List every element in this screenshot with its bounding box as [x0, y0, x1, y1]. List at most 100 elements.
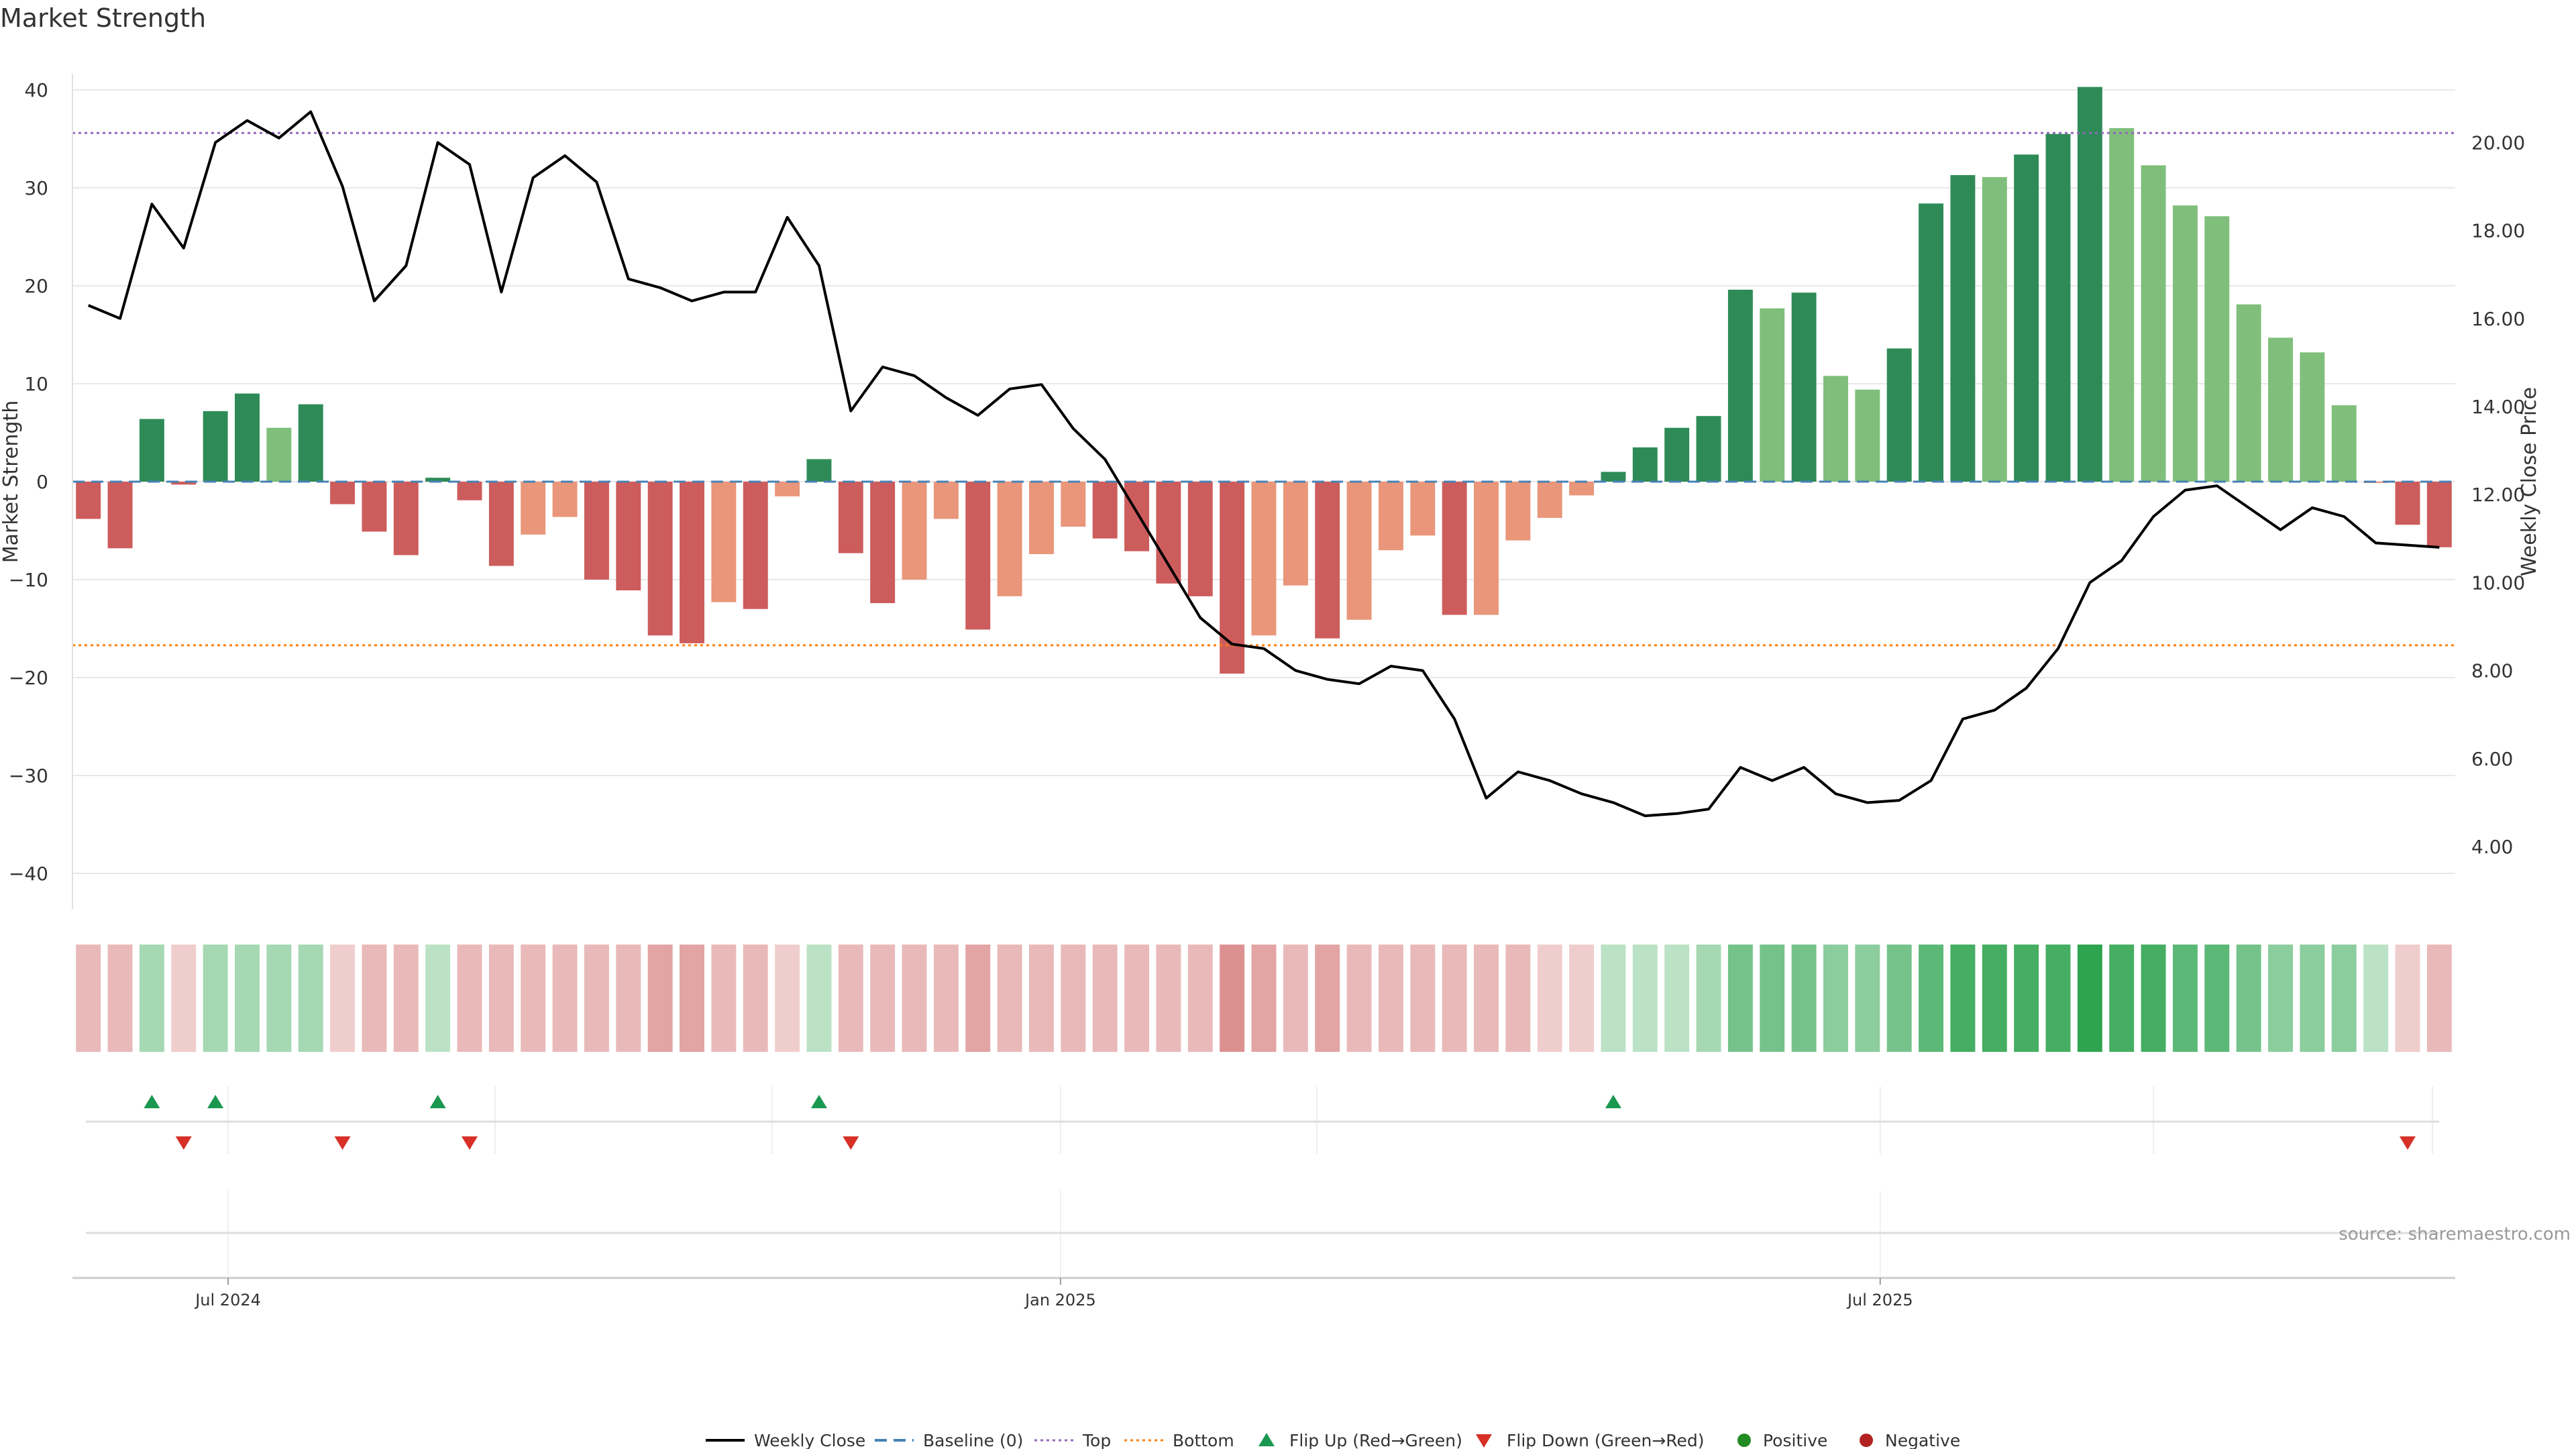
heat-cell: [1378, 945, 1403, 1052]
heat-cell: [2045, 945, 2071, 1052]
strength-bar: [1378, 482, 1403, 551]
strength-bar: [552, 482, 578, 517]
heat-cell: [393, 945, 419, 1052]
heat-cell: [1474, 945, 1499, 1052]
heat-cell: [266, 945, 292, 1052]
strength-bar: [870, 482, 896, 604]
strength-bar: [1156, 482, 1181, 584]
strength-bar: [1855, 389, 1880, 482]
strength-bar: [933, 482, 959, 519]
strength-bar: [2077, 87, 2102, 482]
heat-cell: [1601, 945, 1626, 1052]
strength-bar: [2141, 165, 2166, 482]
heat-cell: [1346, 945, 1372, 1052]
strength-bar: [425, 478, 451, 482]
y-tick-label: −10: [9, 569, 48, 591]
strength-bar: [1029, 482, 1054, 555]
strength-bar: [1632, 447, 1658, 482]
strength-bar: [997, 482, 1022, 596]
legend-weekly-close: Weekly Close: [754, 1431, 865, 1449]
heat-cell: [2141, 945, 2166, 1052]
y2-tick-label: 12.00: [2471, 484, 2525, 506]
strength-bar: [2300, 352, 2325, 482]
legend-negative: Negative: [1885, 1431, 1960, 1449]
strength-bar: [1474, 482, 1499, 615]
strength-bar: [1346, 482, 1372, 620]
y-axis-label: Market Strength: [0, 400, 23, 563]
heat-cell: [1505, 945, 1531, 1052]
strength-bar: [2204, 216, 2230, 482]
heat-cell: [2204, 945, 2230, 1052]
heat-strip: [76, 945, 2452, 1052]
strength-bar: [2331, 405, 2357, 482]
heat-cell: [1664, 945, 1690, 1052]
strength-bar: [1220, 482, 1245, 674]
heat-cell: [1187, 945, 1213, 1052]
y-tick-label: −20: [9, 667, 48, 689]
strength-bar: [393, 482, 419, 555]
strength-bar: [488, 482, 514, 566]
heat-cell: [1092, 945, 1118, 1052]
flip-down-marker: [175, 1136, 192, 1150]
heat-cell: [680, 945, 704, 1052]
strength-bar: [2236, 304, 2261, 482]
heat-cell: [1919, 945, 1944, 1052]
heat-cell: [1569, 945, 1595, 1052]
strength-bar: [1537, 482, 1562, 519]
strength-bar: [647, 482, 673, 636]
strength-bar: [743, 482, 768, 609]
heat-cell: [1696, 945, 1721, 1052]
strength-bar: [2426, 482, 2452, 547]
axes: 40 30 20 10 0 −10 −20 −30 −40 20.00 18.00 16.00 14.0…: [9, 74, 2525, 909]
strength-bar: [171, 482, 197, 485]
heat-cell: [235, 945, 260, 1052]
strength-bar: [362, 482, 387, 532]
strength-bar: [1505, 482, 1531, 541]
heat-cell: [1950, 945, 1976, 1052]
heat-cell: [1410, 945, 1436, 1052]
strength-bar: [711, 482, 737, 602]
legend-baseline: Baseline (0): [923, 1431, 1023, 1449]
strength-bar: [1315, 482, 1340, 639]
heat-cell: [1029, 945, 1054, 1052]
reference-lines: [72, 131, 2455, 647]
flip-down-marker: [843, 1136, 859, 1150]
flip-up-marker: [429, 1095, 446, 1108]
y-tick-label: −40: [9, 863, 48, 885]
strength-bar: [1124, 482, 1150, 551]
strength-bar: [1760, 308, 1785, 482]
strength-bar: [838, 482, 863, 553]
strength-bar: [1283, 482, 1308, 586]
heat-cell: [1886, 945, 1912, 1052]
heat-cell: [203, 945, 228, 1052]
heat-cell: [870, 945, 896, 1052]
strength-bar: [2395, 482, 2420, 525]
legend-flip-up-icon: [1258, 1433, 1275, 1446]
heat-cell: [2077, 945, 2102, 1052]
strength-bar: [1442, 482, 1467, 615]
strength-bar: [1696, 416, 1721, 482]
heat-cell: [457, 945, 482, 1052]
heat-cell: [1855, 945, 1880, 1052]
heat-cell: [2236, 945, 2261, 1052]
y2-tick-label: 10.00: [2471, 572, 2525, 594]
heat-cell: [488, 945, 514, 1052]
heat-cell: [1632, 945, 1658, 1052]
legend-positive: Positive: [1763, 1431, 1827, 1449]
heat-cell: [997, 945, 1022, 1052]
legend-bottom: Bottom: [1173, 1431, 1234, 1449]
heat-cell: [806, 945, 832, 1052]
strength-bar: [1601, 472, 1626, 482]
strength-bar: [76, 482, 101, 519]
strength-bar: [1187, 482, 1213, 596]
heat-cell: [1156, 945, 1181, 1052]
strength-bar: [235, 393, 260, 482]
heat-cell: [1251, 945, 1277, 1052]
heat-cell: [1315, 945, 1340, 1052]
strength-bar: [1061, 482, 1086, 527]
heat-cell: [139, 945, 164, 1052]
heat-cell: [1982, 945, 2007, 1052]
strength-bars: [76, 87, 2452, 674]
strength-bar: [1410, 482, 1436, 536]
strength-bar: [775, 482, 800, 496]
